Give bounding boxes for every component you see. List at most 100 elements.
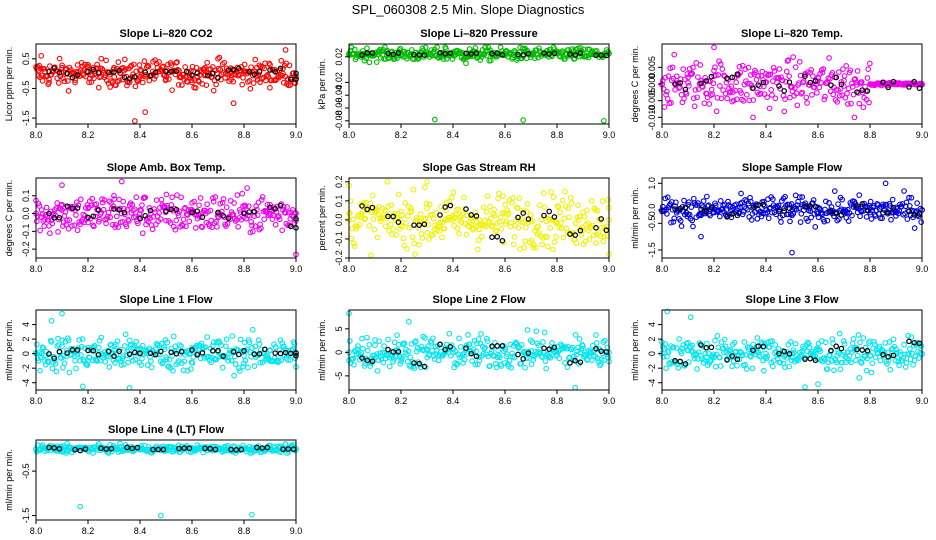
data-point xyxy=(706,101,713,107)
black-point xyxy=(272,206,279,212)
data-point xyxy=(809,91,815,98)
data-point xyxy=(559,197,566,204)
data-point-all xyxy=(137,67,143,74)
data-point xyxy=(665,349,672,356)
x-tick-label: 9.0 xyxy=(290,526,303,536)
y-tick-label: 0.1 xyxy=(334,195,344,208)
black-point xyxy=(106,69,112,76)
data-point xyxy=(814,78,821,85)
x-tick-label: 8.8 xyxy=(238,396,251,406)
data-point-all xyxy=(72,79,78,86)
data-point xyxy=(242,203,249,210)
black-point xyxy=(259,445,266,451)
data-point xyxy=(219,364,226,371)
black-point xyxy=(854,203,860,209)
black-point xyxy=(750,347,756,354)
data-point xyxy=(436,228,443,234)
data-point xyxy=(129,201,136,208)
data-point xyxy=(798,351,805,358)
black-point xyxy=(163,208,169,214)
data-point xyxy=(694,94,700,101)
data-point xyxy=(136,62,143,68)
data-point xyxy=(459,49,466,56)
data-point xyxy=(785,57,792,63)
data-point xyxy=(91,223,97,230)
data-point xyxy=(719,66,726,72)
black-point xyxy=(698,342,704,348)
data-point xyxy=(761,340,768,347)
black-point xyxy=(703,208,710,214)
black-point xyxy=(734,71,741,77)
black-point xyxy=(859,201,866,207)
black-point xyxy=(489,343,495,349)
data-point xyxy=(416,241,422,248)
data-point xyxy=(280,343,287,350)
black-point xyxy=(364,357,371,364)
data-point xyxy=(197,195,204,201)
data-point xyxy=(495,347,502,354)
x-tick-label: 8.8 xyxy=(864,396,877,406)
data-point xyxy=(455,206,462,212)
data-point xyxy=(280,203,287,210)
data-point xyxy=(45,217,52,223)
black-point xyxy=(212,446,219,453)
data-point xyxy=(223,336,230,343)
data-point xyxy=(547,354,554,361)
data-point xyxy=(219,199,226,206)
black-point xyxy=(750,85,756,92)
data-point xyxy=(680,66,687,72)
data-point xyxy=(487,203,493,210)
black-point xyxy=(598,348,605,354)
black-point xyxy=(859,87,866,93)
data-point xyxy=(448,194,455,201)
data-point xyxy=(493,364,500,371)
black-point xyxy=(593,52,599,59)
data-point xyxy=(740,98,747,104)
data-point xyxy=(865,66,872,72)
data-point xyxy=(718,95,725,102)
data-point xyxy=(397,360,404,367)
data-point xyxy=(204,334,211,340)
data-point-all xyxy=(267,201,273,208)
data-point xyxy=(536,342,542,349)
data-point xyxy=(503,218,510,225)
data-point xyxy=(747,354,754,360)
data-point xyxy=(690,64,696,71)
black-point xyxy=(121,74,128,81)
black-point xyxy=(106,348,112,355)
data-point-outliers xyxy=(142,109,149,115)
data-point xyxy=(366,222,373,229)
data-point xyxy=(259,194,266,200)
black-point xyxy=(807,355,814,362)
data-point-all xyxy=(502,201,508,208)
data-point xyxy=(346,338,353,344)
black-point xyxy=(282,349,289,356)
black-point xyxy=(551,214,558,220)
data-point xyxy=(411,240,418,247)
black-point xyxy=(786,350,793,357)
data-point xyxy=(183,223,189,230)
y-axis-label: ml/min per min. xyxy=(4,449,14,511)
black-point xyxy=(859,347,866,353)
data-point xyxy=(777,359,784,366)
data-point-all xyxy=(841,207,847,213)
data-point xyxy=(164,339,171,346)
data-point xyxy=(213,218,219,225)
black-point xyxy=(220,212,227,219)
data-point xyxy=(434,44,440,51)
data-point xyxy=(562,359,568,366)
data-point xyxy=(780,195,787,202)
black-point xyxy=(577,50,584,56)
data-point xyxy=(749,365,756,372)
data-point xyxy=(408,341,415,347)
data-point xyxy=(415,224,422,231)
data-point xyxy=(141,58,148,64)
data-point xyxy=(717,213,723,220)
data-point xyxy=(278,357,285,364)
data-point xyxy=(126,79,133,85)
panel-9: Slope Line 3 Flow ml/min per min. 8.0 8.2 8.… xyxy=(630,294,928,406)
data-point xyxy=(887,366,894,373)
data-point xyxy=(582,238,589,245)
black-point xyxy=(46,68,52,75)
data-point-outliers xyxy=(711,44,717,51)
